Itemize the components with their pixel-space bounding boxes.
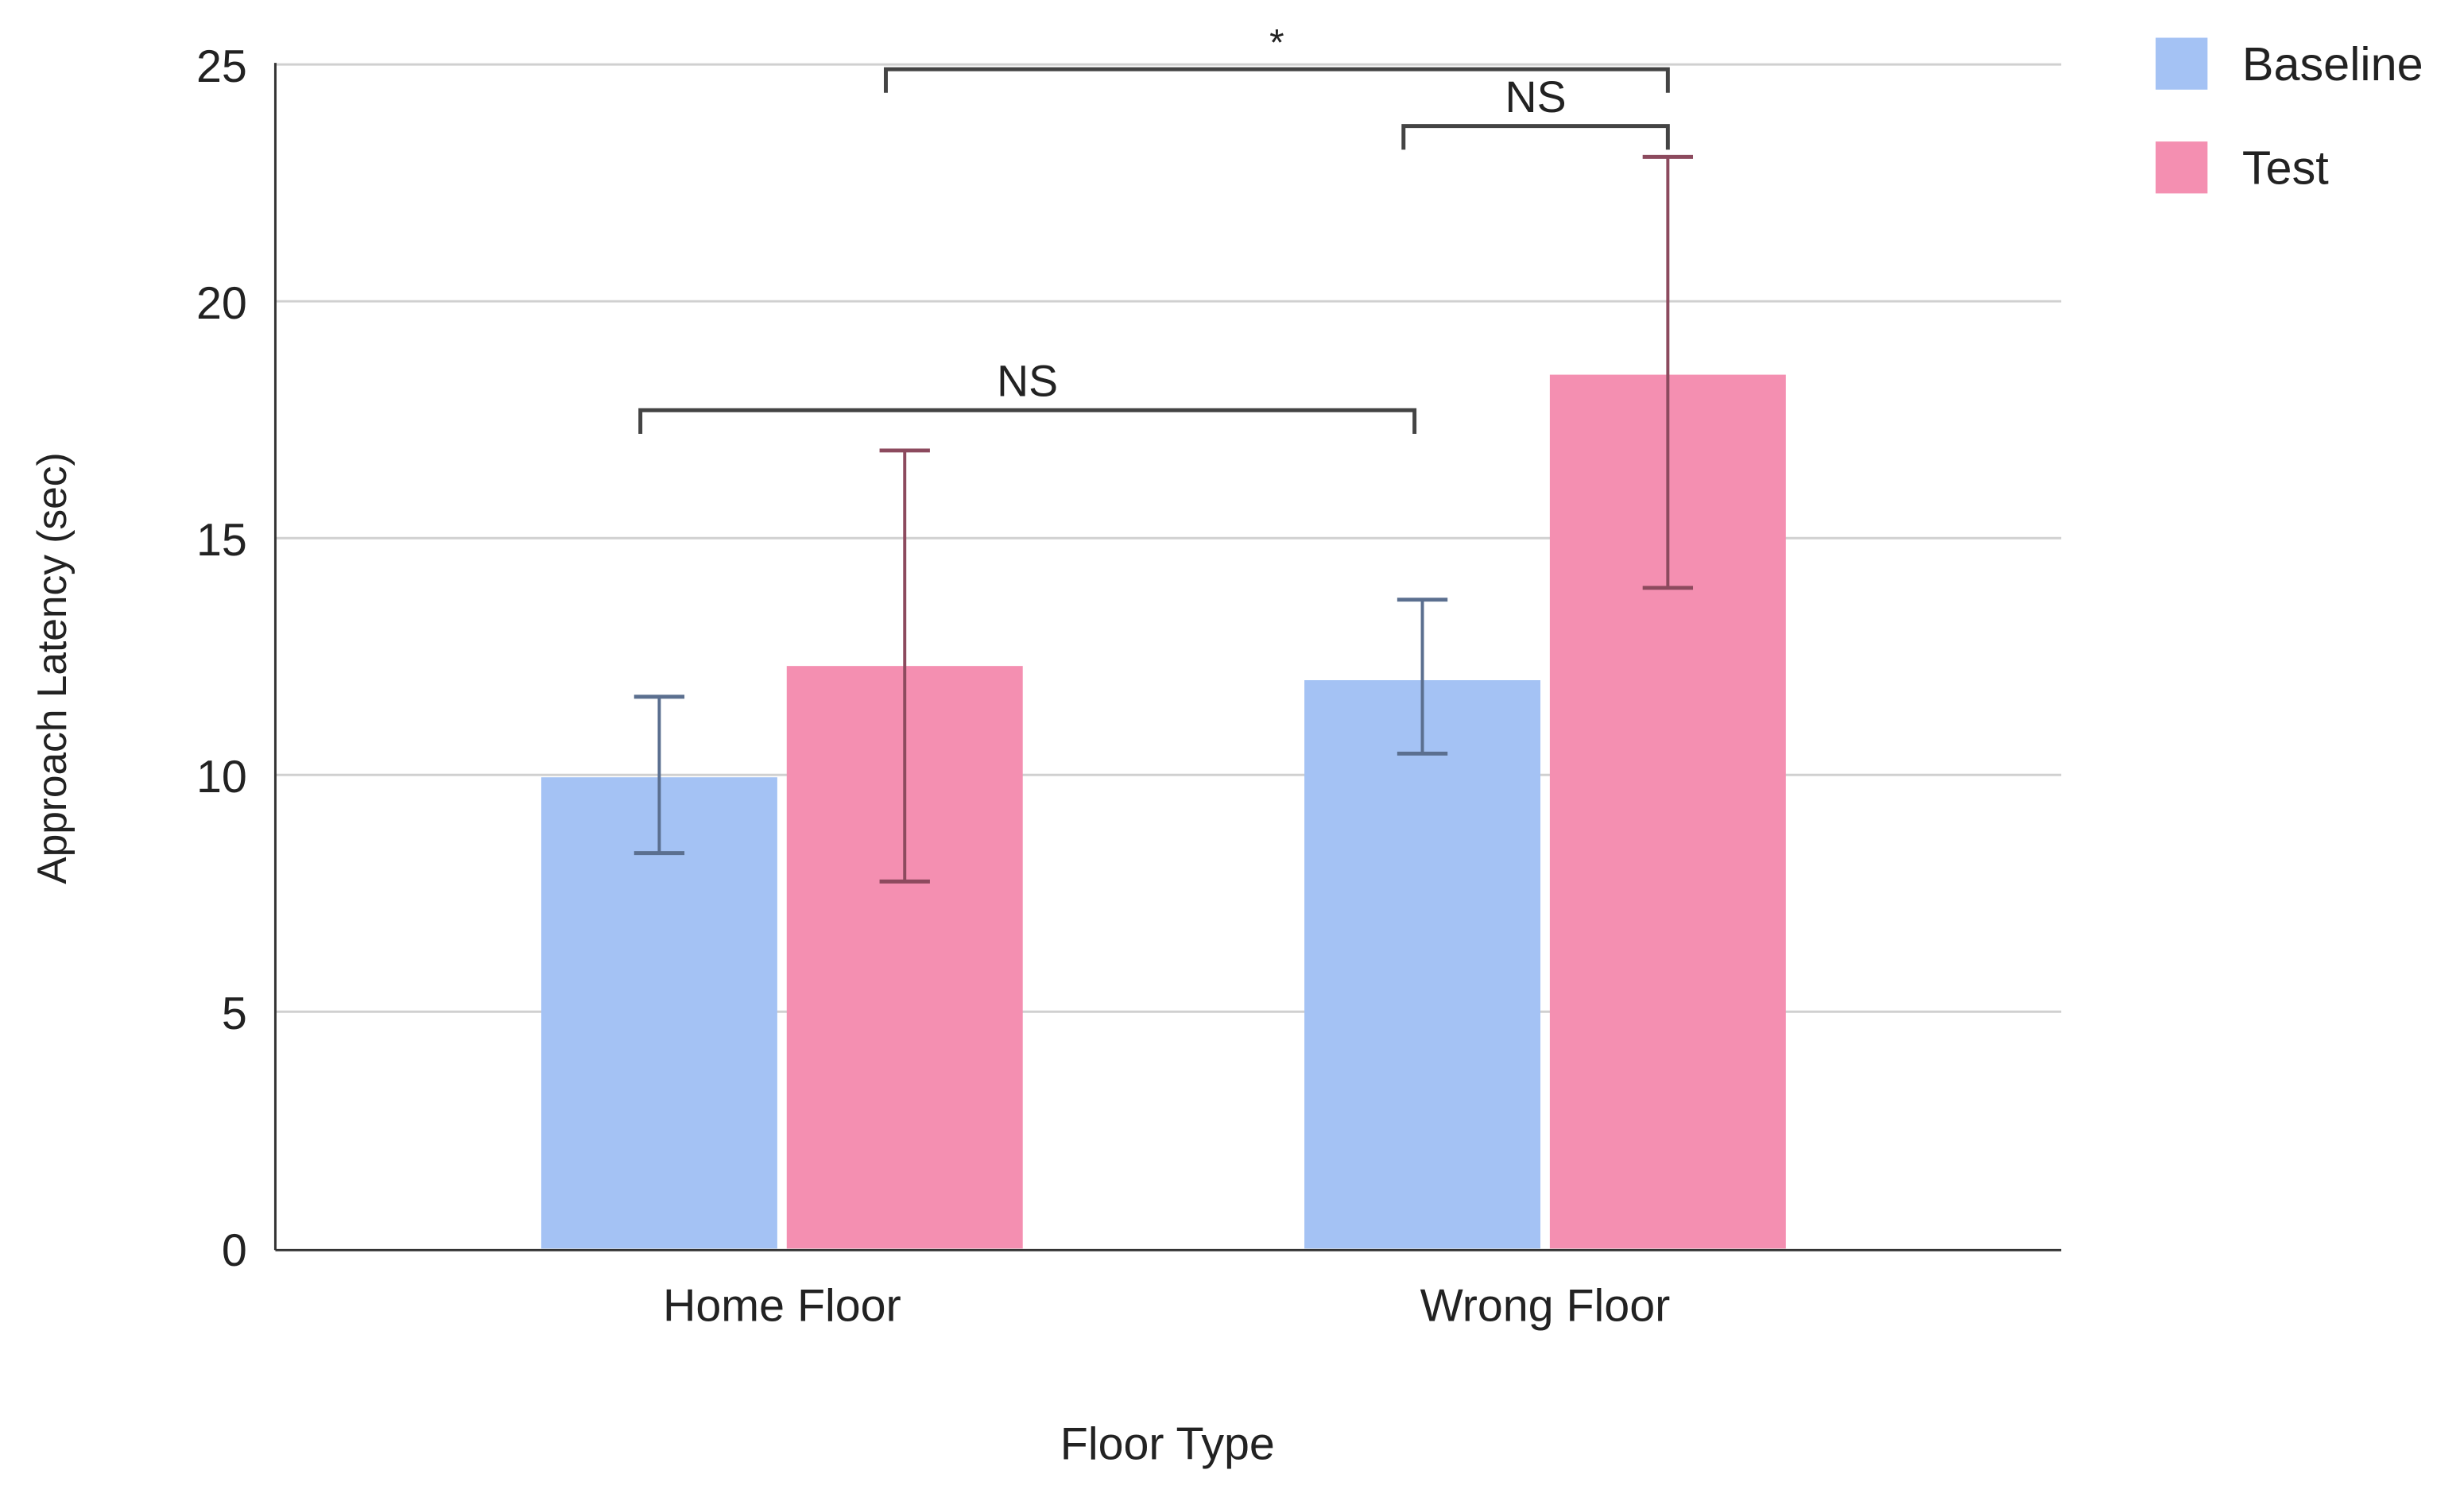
x-axis-label: Floor Type <box>1060 1419 1275 1470</box>
y-tick-label: 25 <box>196 41 247 92</box>
legend-swatch-baseline <box>2156 37 2208 90</box>
y-tick-label: 5 <box>222 988 247 1039</box>
legend-swatch-test <box>2156 141 2208 194</box>
y-tick-label: 10 <box>196 752 247 803</box>
error-bars <box>633 154 1694 884</box>
significance-label: NS <box>1505 72 1567 122</box>
legend-label: Baseline <box>2242 37 2423 91</box>
y-tick-labels: 0 5 10 15 20 25 <box>196 41 247 1276</box>
legend: Baseline Test <box>2156 37 2423 195</box>
legend-label: Test <box>2242 141 2329 195</box>
x-tick-label: Wrong Floor <box>1420 1280 1671 1331</box>
significance-bracket <box>884 67 1670 93</box>
significance-brackets: NS NS * <box>638 21 1670 434</box>
significance-label: NS <box>997 356 1058 405</box>
y-tick-label: 15 <box>196 515 247 566</box>
y-axis-label: Approach Latency (sec) <box>29 452 75 884</box>
y-tick-label: 20 <box>196 278 247 329</box>
significance-bracket <box>638 408 1417 434</box>
y-tick-label: 0 <box>222 1225 247 1276</box>
bar-baseline-1 <box>1304 680 1540 1249</box>
bars <box>540 374 1786 1249</box>
x-tick-labels: Home Floor Wrong Floor <box>663 1280 1670 1331</box>
x-tick-label: Home Floor <box>663 1280 901 1331</box>
significance-label: * <box>1269 21 1284 64</box>
significance-bracket <box>1401 124 1670 150</box>
bar-baseline-0 <box>540 777 777 1249</box>
